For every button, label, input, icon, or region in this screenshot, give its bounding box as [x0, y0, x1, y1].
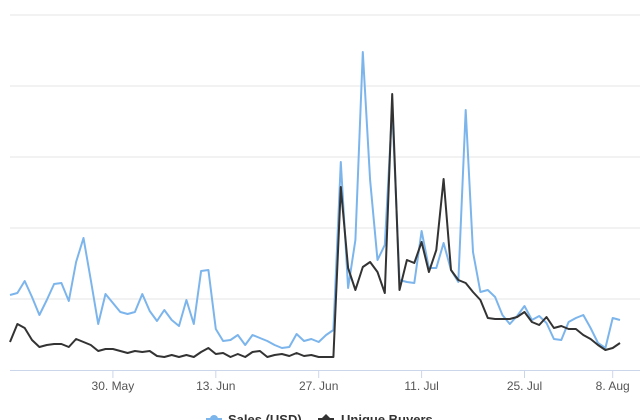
legend-label-buyers: Unique Buyers — [341, 412, 433, 420]
legend[interactable]: Sales (USD) Unique Buyers — [206, 412, 433, 420]
x-tick-label: 25. Jul — [507, 379, 542, 393]
x-tick-label: 27. Jun — [299, 379, 338, 393]
circle-marker-icon — [210, 415, 218, 420]
x-tick-label: 13. Jun — [196, 379, 235, 393]
series-line-sales — [9, 51, 621, 349]
legend-item-sales[interactable]: Sales (USD) — [206, 412, 302, 420]
legend-label-sales: Sales (USD) — [228, 412, 302, 420]
x-axis: 30. May 13. Jun 27. Jun 11. Jul 25. Jul 8. Au… — [10, 370, 640, 393]
x-tick-label: 30. May — [92, 379, 135, 393]
x-tick-label: 11. Jul — [404, 379, 438, 393]
series-lines — [9, 51, 621, 358]
x-tick-label: 8. Aug — [596, 379, 630, 393]
diamond-marker-icon — [321, 414, 331, 420]
grid-lines — [10, 14, 640, 300]
legend-item-buyers[interactable]: Unique Buyers — [318, 412, 433, 420]
series-line-unique-buyers — [9, 93, 621, 358]
